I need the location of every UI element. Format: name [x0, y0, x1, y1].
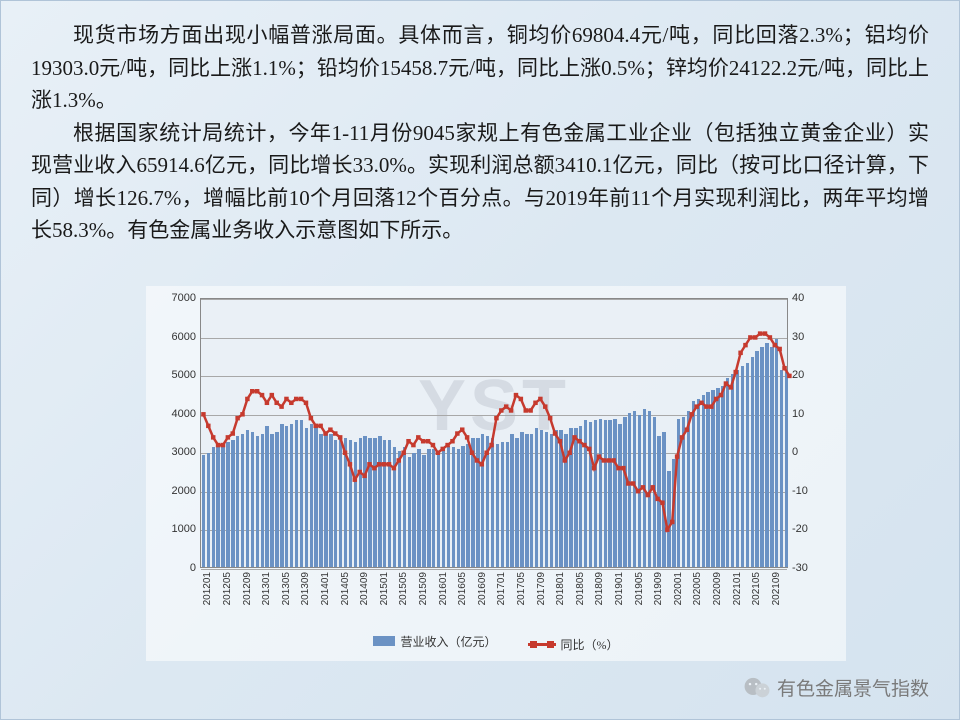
- x-tick: 201205: [222, 572, 233, 605]
- x-tick: 201705: [516, 572, 527, 605]
- x-tick: 201809: [594, 572, 605, 605]
- legend-line-label: 同比（%）: [561, 636, 619, 653]
- x-tick: 201405: [340, 572, 351, 605]
- y-left-tick: 4000: [172, 408, 196, 420]
- x-tick: 201501: [379, 572, 390, 605]
- x-tick: 201309: [300, 572, 311, 605]
- x-tick: 201605: [457, 572, 468, 605]
- x-tick: 201305: [281, 572, 292, 605]
- legend: 营业收入（亿元） 同比（%）: [146, 633, 846, 654]
- x-tick: 201209: [242, 572, 253, 605]
- paragraph-2: 根据国家统计局统计，今年1-11月份9045家规上有色金属工业企业（包括独立黄金…: [31, 117, 929, 247]
- y-left-tick: 0: [190, 562, 196, 574]
- x-tick: 201709: [536, 572, 547, 605]
- y-right-tick: -10: [792, 485, 808, 497]
- line-series: [201, 299, 787, 568]
- x-tick: 201401: [320, 572, 331, 605]
- y-right-tick: 0: [792, 446, 798, 458]
- x-tick: 202001: [673, 572, 684, 605]
- x-tick: 201509: [418, 572, 429, 605]
- x-tick: 202105: [751, 572, 762, 605]
- y-right-tick: 40: [792, 292, 804, 304]
- y-right-tick: 20: [792, 369, 804, 381]
- y-left-tick: 5000: [172, 369, 196, 381]
- legend-line: 同比（%）: [528, 636, 619, 653]
- x-tick: 201601: [438, 572, 449, 605]
- body-text: 现货市场方面出现小幅普涨局面。具体而言，铜均价69804.4元/吨，同比回落2.…: [1, 1, 959, 255]
- y-right-tick: -30: [792, 562, 808, 574]
- y-left-tick: 6000: [172, 331, 196, 343]
- y-right-tick: 30: [792, 331, 804, 343]
- x-tick: 201505: [398, 572, 409, 605]
- paragraph-1: 现货市场方面出现小幅普涨局面。具体而言，铜均价69804.4元/吨，同比回落2.…: [31, 19, 929, 117]
- x-tick: 201909: [653, 572, 664, 605]
- source-footer: 有色金属景气指数: [743, 674, 929, 701]
- x-tick: 201701: [496, 572, 507, 605]
- wechat-icon: [743, 676, 771, 700]
- y-axis-right: -30-20-10010203040: [792, 298, 832, 568]
- x-tick: 201609: [477, 572, 488, 605]
- y-axis-left: 01000200030004000500060007000: [160, 298, 196, 568]
- x-tick: 201301: [261, 572, 272, 605]
- legend-bar-label: 营业收入（亿元）: [400, 633, 496, 650]
- x-tick: 202109: [771, 572, 782, 605]
- x-tick: 202005: [692, 572, 703, 605]
- x-tick: 201805: [575, 572, 586, 605]
- legend-bar: 营业收入（亿元）: [373, 633, 496, 650]
- plot-area: YST: [200, 298, 788, 568]
- source-text: 有色金属景气指数: [777, 674, 929, 701]
- y-left-tick: 1000: [172, 523, 196, 535]
- x-axis: 201201 201205 201209 201301 201305 201309 2014…: [200, 572, 788, 630]
- x-tick: 202101: [732, 572, 743, 605]
- x-tick: 201901: [614, 572, 625, 605]
- x-tick: 201801: [555, 572, 566, 605]
- y-right-tick: -20: [792, 523, 808, 535]
- y-left-tick: 2000: [172, 485, 196, 497]
- y-right-tick: 10: [792, 408, 804, 420]
- y-left-tick: 3000: [172, 446, 196, 458]
- revenue-chart: 0 1000 2000 3000 4000 5000 6000 7000 -30 -20 -10 0…: [146, 286, 846, 661]
- x-tick: 201905: [634, 572, 645, 605]
- legend-line-swatch: [528, 643, 556, 646]
- x-tick: 201409: [359, 572, 370, 605]
- x-tick: 202009: [712, 572, 723, 605]
- x-tick: 201201: [202, 572, 213, 605]
- legend-bar-swatch: [373, 636, 395, 646]
- y-left-tick: 7000: [172, 292, 196, 304]
